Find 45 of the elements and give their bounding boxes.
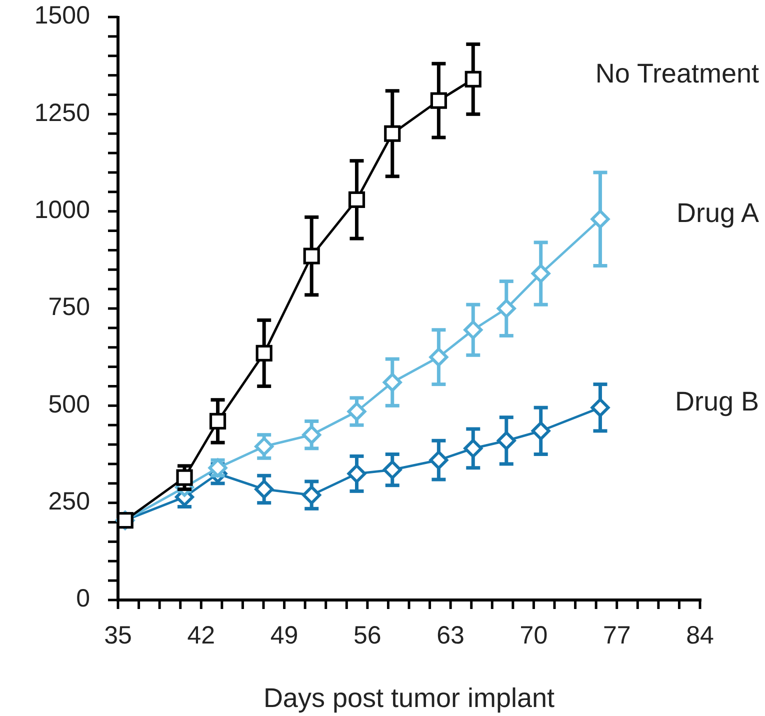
point [303,248,320,264]
point [382,372,402,392]
y-tick-label: 0 [76,584,90,613]
point [464,320,483,340]
y-tick-label: 250 [48,487,90,516]
point [590,210,610,229]
point [302,486,322,505]
x-tick-label: 42 [187,622,216,650]
x-tick-label: 77 [602,622,631,650]
point [347,402,366,421]
point [209,412,226,430]
x-tick-label: 70 [520,622,548,650]
point [254,480,274,499]
point [531,264,550,284]
point [347,464,366,484]
point [254,436,274,456]
text: Drug A [676,198,759,228]
point [382,460,402,480]
point [176,469,193,486]
x-axis-title: Days post tumor implant [263,683,556,714]
x-tick-label: 63 [436,622,464,650]
point [256,344,272,362]
point [348,191,366,208]
point [384,125,401,142]
x-tick-label: 56 [354,622,382,650]
x-tick-label: 49 [270,622,298,650]
text: No Treatment [595,58,760,88]
x-tick-label: 84 [686,622,714,650]
point [464,438,483,458]
point [429,348,448,367]
point [531,421,550,440]
point [590,398,610,418]
y-tick-label: 750 [48,293,90,322]
x-tick-label: 35 [104,622,132,650]
point [302,425,322,444]
y-tick-label: 1250 [34,98,90,127]
point [429,450,448,470]
point [430,92,447,109]
text: Drug B [674,386,759,417]
point [496,299,516,318]
y-tick-label: 1500 [34,2,90,30]
point [464,70,482,88]
point [496,431,516,450]
y-tick-label: 500 [48,390,90,418]
y-tick-label: 1000 [34,196,90,224]
